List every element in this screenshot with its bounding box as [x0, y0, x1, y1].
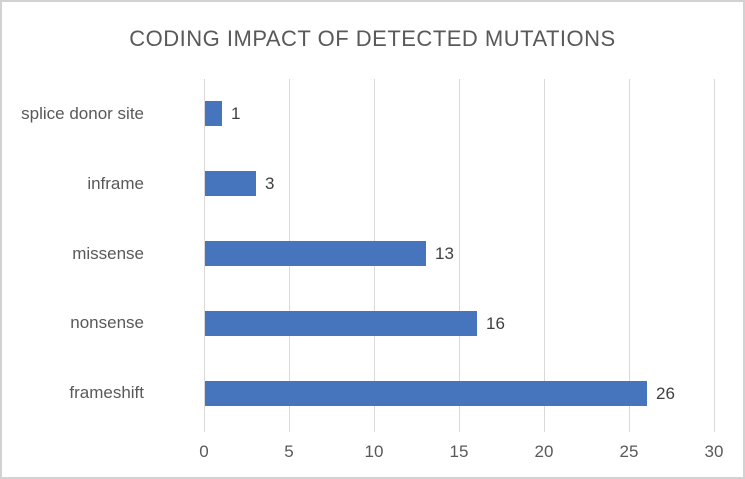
- category-label-inframe: inframe: [87, 173, 144, 193]
- value-axis-line: [204, 79, 205, 432]
- bar-value-label: 13: [435, 244, 454, 263]
- gridline: [629, 79, 630, 432]
- x-tick-label: 10: [364, 442, 384, 461]
- bar-frameshift: [205, 380, 647, 406]
- y-axis-category-labels: splice donor site inframe missense nonsense…: [2, 79, 144, 428]
- x-tick-label: 25: [619, 442, 639, 461]
- bar-value-label: 3: [265, 174, 275, 194]
- bar-value-label: 1: [231, 104, 241, 124]
- chart-title: CODING IMPACT OF DETECTED MUTATIONS: [129, 26, 616, 51]
- x-tick-label: 15: [449, 442, 469, 461]
- gridline: [714, 79, 715, 432]
- bar-splice-donor-site: [205, 101, 222, 127]
- x-axis-tick-labels: 0 5 10 15 20 25 30: [2, 442, 743, 466]
- bar-nonsense: [205, 310, 477, 336]
- category-label-nonsense: nonsense: [70, 313, 144, 333]
- category-label-frameshift: frameshift: [69, 383, 144, 403]
- x-tick-label: 5: [284, 442, 294, 461]
- x-tick-label: 0: [199, 442, 209, 461]
- gridline: [459, 79, 460, 432]
- bar-inframe: [205, 171, 256, 197]
- category-label-splice-donor-site: splice donor site: [21, 103, 144, 123]
- bar-value-label: 16: [486, 313, 505, 333]
- x-tick-label: 30: [704, 442, 724, 461]
- plot-area: 1 3 13 16 26: [204, 79, 715, 432]
- category-label-missense: missense: [72, 243, 144, 263]
- bar-missense: [205, 241, 426, 266]
- bar-value-label: 26: [656, 383, 675, 403]
- x-tick-label: 20: [534, 442, 554, 461]
- gridline: [544, 79, 545, 432]
